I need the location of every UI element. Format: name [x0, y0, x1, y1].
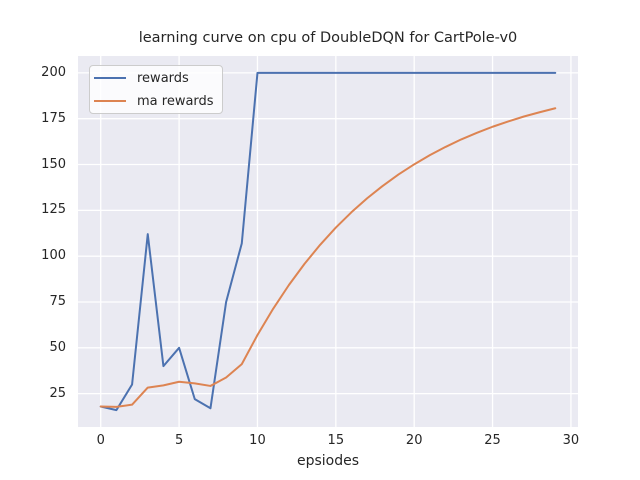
legend-item: ma rewards	[90, 93, 222, 109]
legend-item-label: rewards	[137, 70, 189, 86]
rewards-line	[99, 71, 557, 412]
x-axis-label: epsiodes	[296, 453, 360, 469]
y-tick-label: 50	[49, 339, 66, 355]
legend: rewards ma rewards	[89, 65, 223, 114]
y-tick-label: 175	[41, 110, 66, 126]
y-tick-label: 75	[49, 293, 66, 309]
x-tick-label: 0	[96, 433, 105, 448]
y-tick-label: 200	[41, 64, 66, 80]
x-tick-label: 5	[174, 433, 184, 448]
ma-rewards-line	[99, 107, 557, 408]
x-tick-label: 10	[249, 433, 266, 448]
x-tick-label: 25	[484, 433, 501, 448]
legend-item-label: ma rewards	[137, 93, 214, 109]
y-tick-label: 100	[41, 248, 66, 264]
y-tick-label: 125	[41, 202, 66, 218]
y-tick-label: 150	[41, 156, 66, 172]
legend-item: rewards	[90, 70, 222, 86]
plot-area	[78, 56, 578, 427]
x-tick-label: 15	[327, 433, 345, 448]
y-tick-label: 25	[49, 385, 66, 401]
x-tick-label: 20	[405, 433, 423, 448]
chart-title: learning curve on cpu of DoubleDQN for C…	[138, 30, 518, 46]
x-tick-label: 30	[562, 433, 580, 448]
legend-line-swatch	[94, 99, 126, 103]
legend-line-swatch	[94, 76, 126, 80]
